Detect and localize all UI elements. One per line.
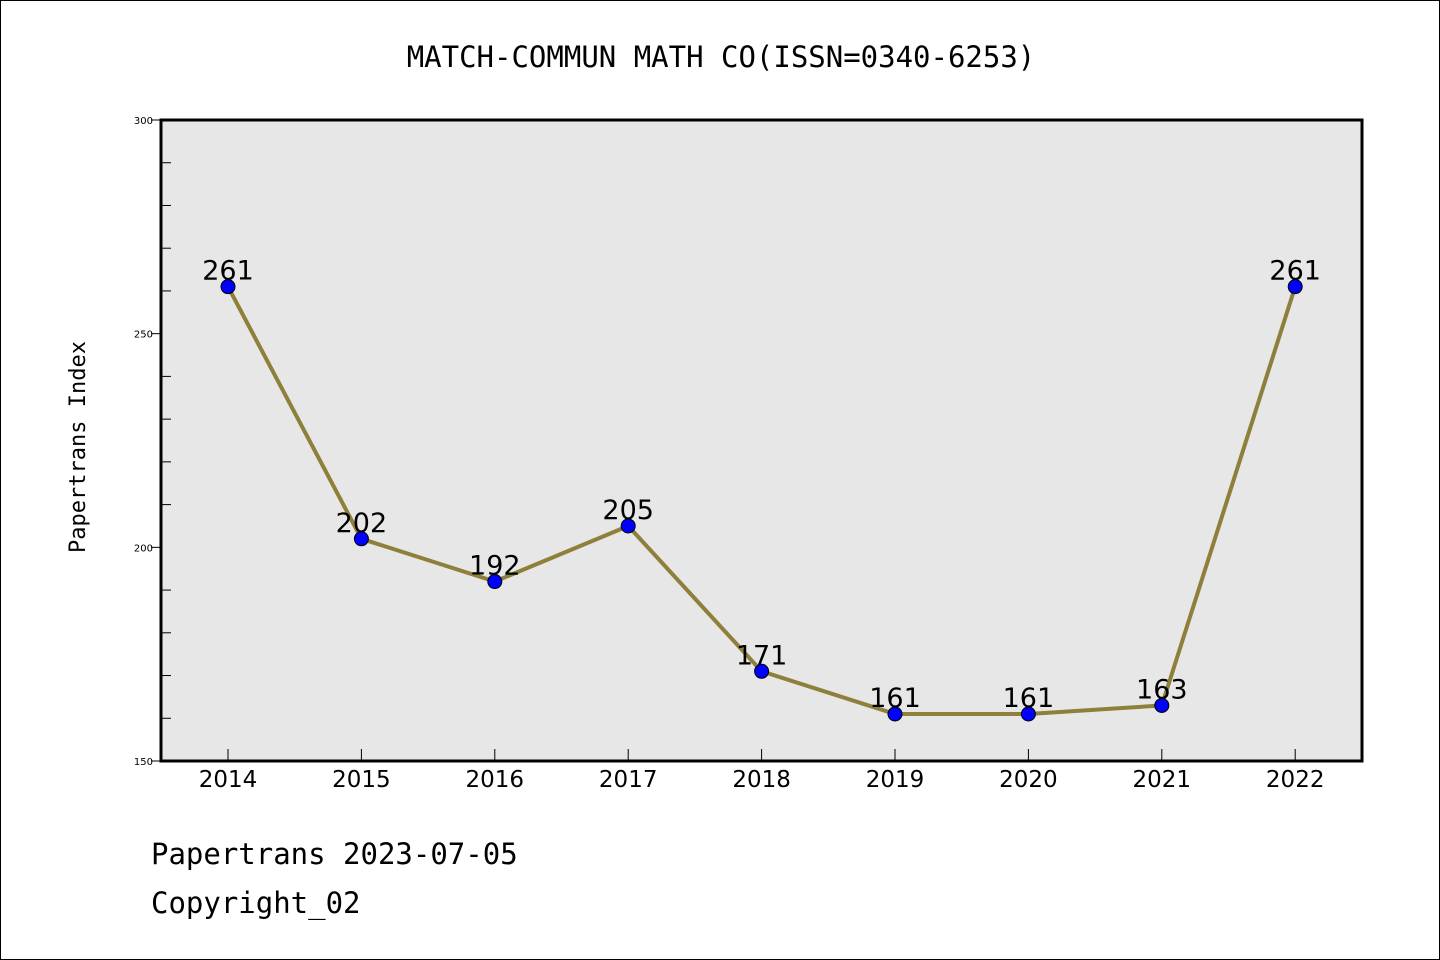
- y-tick-label: 250: [134, 330, 153, 341]
- footer-copyright-text: Copyright_02: [151, 886, 361, 920]
- data-label: 202: [336, 508, 388, 539]
- x-tick-label: 2022: [1266, 767, 1325, 793]
- y-axis-label: Papertrans Index: [66, 341, 91, 553]
- data-label: 161: [869, 683, 921, 714]
- data-label: 163: [1136, 674, 1188, 705]
- x-tick-label: 2020: [999, 767, 1058, 793]
- x-tick-label: 2017: [599, 767, 658, 793]
- data-point: [620, 518, 636, 534]
- data-point: [754, 663, 770, 679]
- x-tick-label: 2016: [466, 767, 525, 793]
- x-tick-label: 2018: [732, 767, 791, 793]
- data-point: [353, 531, 369, 547]
- data-label: 261: [1269, 256, 1321, 287]
- y-tick-label: 200: [134, 543, 153, 554]
- x-tick-label: 2015: [332, 767, 391, 793]
- chart-title: MATCH-COMMUN MATH CO(ISSN=0340-6253): [407, 40, 1036, 74]
- y-axis: 150 200 250 300: [134, 116, 171, 768]
- x-tick-label: 2014: [199, 767, 258, 793]
- data-point: [220, 279, 236, 295]
- x-tick-label: 2019: [866, 767, 925, 793]
- x-tick-label: 2021: [1133, 767, 1192, 793]
- data-label: 161: [1003, 683, 1055, 714]
- data-label: 171: [736, 640, 788, 671]
- data-label: 261: [202, 256, 254, 287]
- footer-date-text: Papertrans 2023-07-05: [151, 837, 518, 871]
- y-tick-label: 300: [134, 116, 153, 127]
- series-layer: 261 202 192 205 171 161 161 163 261: [202, 256, 1321, 722]
- x-axis: 2014 2015 2016 2017 2018 2019 2020 2021 2022: [199, 749, 1325, 793]
- data-point: [887, 706, 903, 722]
- data-point: [1020, 706, 1036, 722]
- data-point: [1154, 697, 1170, 713]
- data-label: 192: [469, 551, 521, 582]
- plot-area: [159, 118, 1364, 763]
- data-point: [487, 574, 503, 590]
- data-label: 205: [602, 495, 654, 526]
- y-tick-label: 150: [134, 757, 153, 768]
- data-point: [1287, 279, 1303, 295]
